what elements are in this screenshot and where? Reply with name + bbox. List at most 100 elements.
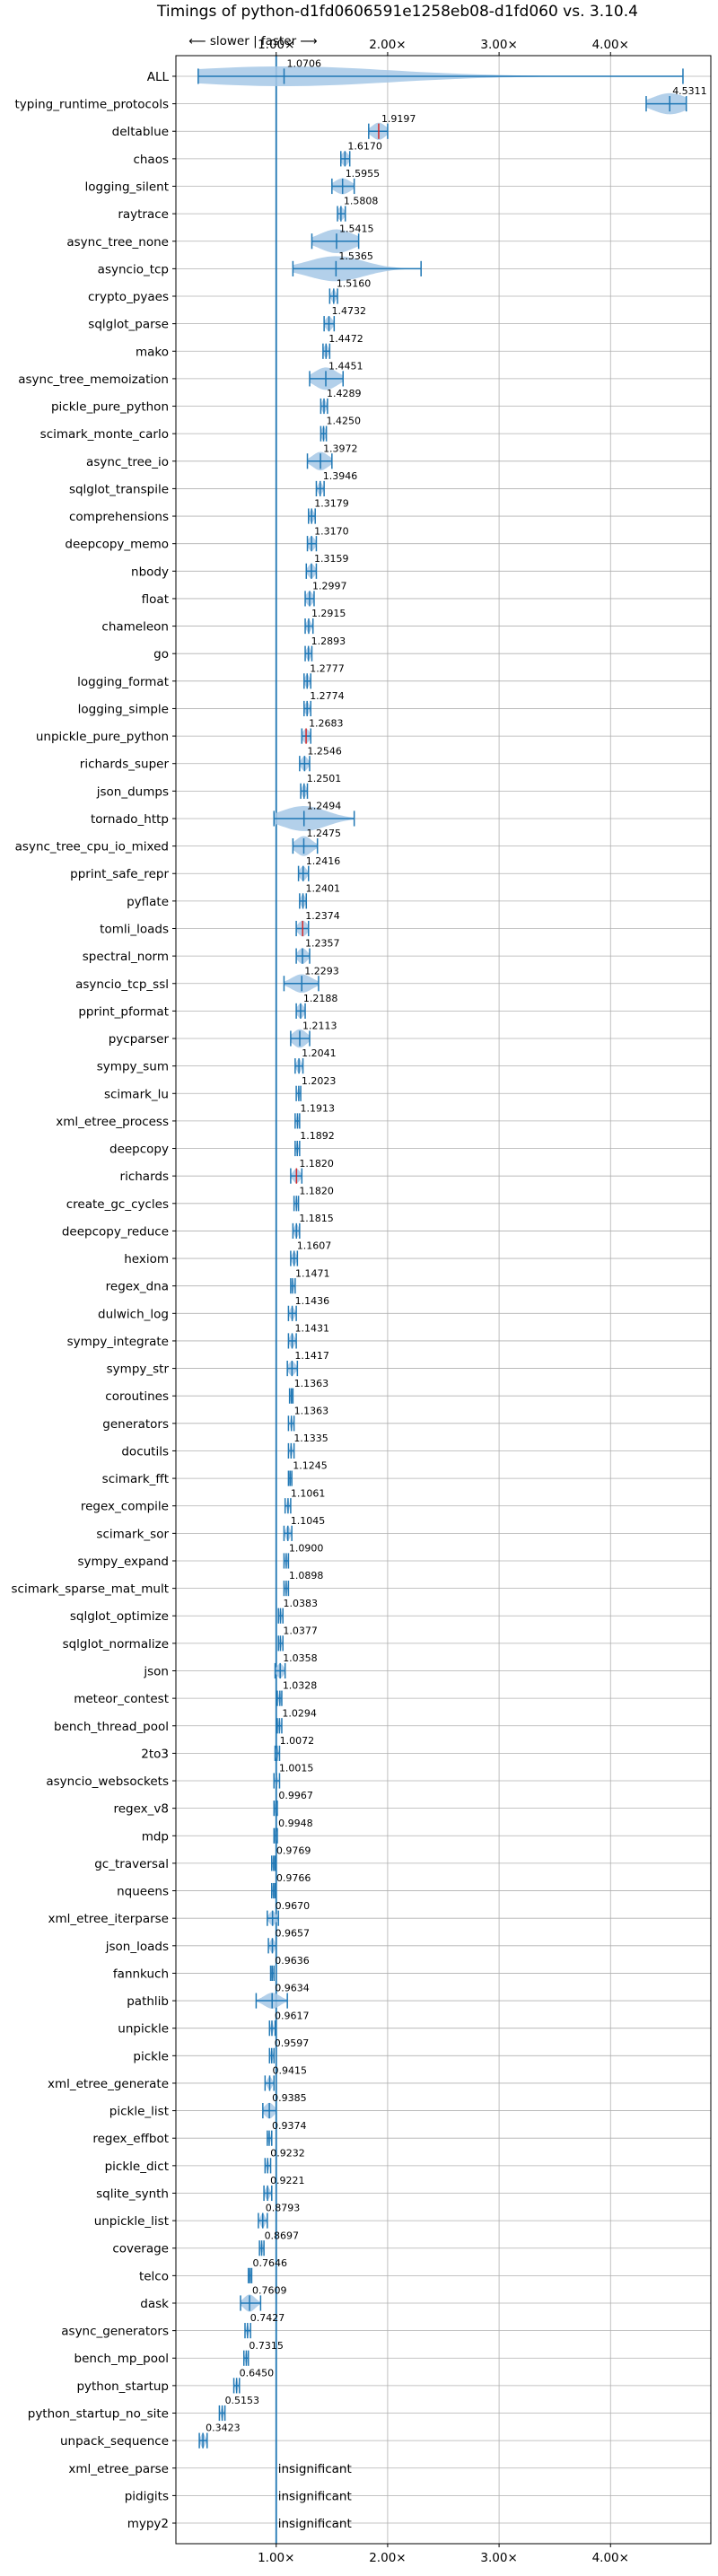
benchmark-label: raytrace bbox=[118, 207, 169, 222]
x-tick-label-top: 2.00× bbox=[369, 38, 406, 52]
value-label: 1.1913 bbox=[301, 1102, 336, 1114]
value-label: 1.2546 bbox=[307, 745, 342, 757]
value-label: 0.9766 bbox=[276, 1872, 311, 1884]
benchmark-label: xml_etree_process bbox=[56, 1115, 169, 1129]
benchmark-label: sympy_expand bbox=[77, 1555, 169, 1569]
value-label: 1.1820 bbox=[299, 1158, 334, 1170]
value-label: 1.0294 bbox=[282, 1707, 317, 1719]
benchmark-label: xml_etree_generate bbox=[48, 2077, 169, 2091]
value-label: 1.2501 bbox=[307, 773, 342, 784]
benchmark-label: chameleon bbox=[101, 620, 169, 635]
value-label: 1.3972 bbox=[323, 442, 358, 454]
x-tick-label-top: 3.00× bbox=[480, 38, 517, 52]
benchmark-label: dulwich_log bbox=[98, 1307, 169, 1321]
value-label: 1.0358 bbox=[283, 1652, 318, 1664]
value-label: 0.8793 bbox=[266, 2203, 301, 2214]
benchmark-label: richards_super bbox=[80, 758, 170, 772]
value-label: 0.9670 bbox=[276, 1900, 311, 1912]
benchmark-label: unpack_sequence bbox=[60, 2434, 169, 2449]
value-label: 1.4732 bbox=[332, 305, 367, 317]
benchmark-label: async_tree_memoization bbox=[18, 372, 169, 387]
benchmark-label: bench_thread_pool bbox=[54, 1720, 169, 1734]
benchmark-label: create_gc_cycles bbox=[66, 1197, 169, 1212]
grid bbox=[176, 56, 711, 2544]
value-label: 1.1431 bbox=[295, 1323, 330, 1335]
benchmark-label: chaos bbox=[133, 153, 169, 167]
value-label: 1.2997 bbox=[312, 581, 347, 592]
x-tick-label-bottom: 2.00× bbox=[369, 2551, 406, 2565]
benchmark-label: asyncio_websockets bbox=[46, 1774, 169, 1789]
benchmark-label: scimark_monte_carlo bbox=[40, 427, 169, 442]
value-label: 0.9232 bbox=[270, 2147, 305, 2159]
benchmark-label: regex_compile bbox=[81, 1500, 169, 1514]
value-label: 1.1820 bbox=[299, 1185, 334, 1196]
value-label: 1.5160 bbox=[337, 278, 372, 290]
value-label: 1.4451 bbox=[328, 360, 363, 372]
benchmark-label: regex_dna bbox=[106, 1280, 169, 1294]
benchmark-label: sympy_str bbox=[107, 1362, 170, 1377]
benchmark-label: xml_etree_parse bbox=[68, 2462, 169, 2476]
value-label: 1.0898 bbox=[289, 1570, 324, 1582]
value-label: 1.2777 bbox=[310, 662, 345, 674]
benchmark-label: pickle_list bbox=[109, 2105, 169, 2119]
value-label: 1.5808 bbox=[344, 196, 379, 207]
value-label: 1.0383 bbox=[284, 1598, 319, 1609]
insignificant-label: insignificant bbox=[278, 2462, 352, 2476]
x-tick-label-top: 1.00× bbox=[258, 38, 294, 52]
benchmark-label: json_loads bbox=[105, 1940, 169, 1954]
benchmark-label: pickle_dict bbox=[105, 2160, 169, 2174]
value-label: 0.9634 bbox=[275, 1983, 310, 1994]
x-tick-label-top: 4.00× bbox=[592, 38, 629, 52]
benchmark-label: tomli_loads bbox=[100, 922, 169, 936]
benchmark-label: scimark_fft bbox=[102, 1472, 169, 1486]
direction-label: ⟵ slower | faster ⟶ bbox=[188, 34, 318, 48]
benchmark-label: unpickle bbox=[118, 2022, 169, 2037]
benchmark-label: deepcopy_memo bbox=[65, 538, 169, 552]
benchmark-label: 2to3 bbox=[141, 1747, 169, 1761]
plot-frame bbox=[175, 55, 712, 2545]
value-label: 1.2416 bbox=[306, 855, 341, 867]
value-label: 1.1892 bbox=[300, 1130, 335, 1142]
benchmark-label: pyflate bbox=[127, 895, 169, 909]
value-label: 1.3159 bbox=[314, 553, 349, 565]
value-label: 1.2113 bbox=[302, 1021, 337, 1032]
value-label: 1.2475 bbox=[306, 828, 341, 839]
benchmark-label: nbody bbox=[131, 565, 169, 579]
value-label: 1.2374 bbox=[305, 910, 340, 922]
x-axis-ticks: 1.00× 1.00× 2.00× 2.00× 3.00× 3.00× 4.00× 4.00× bbox=[172, 38, 629, 2565]
benchmark-label: sqlite_synth bbox=[96, 2186, 169, 2201]
benchmark-label: ALL bbox=[147, 70, 170, 84]
benchmark-label: telco bbox=[139, 2269, 169, 2283]
value-label: 0.9385 bbox=[272, 2092, 307, 2104]
benchmark-label: coverage bbox=[112, 2242, 169, 2256]
value-label: 1.1335 bbox=[293, 1433, 328, 1444]
benchmark-label: sympy_sum bbox=[97, 1060, 169, 1074]
value-label: 0.7646 bbox=[253, 2257, 288, 2269]
value-label: 1.2357 bbox=[305, 938, 340, 950]
value-label: 1.1436 bbox=[295, 1295, 330, 1307]
benchmark-label: float bbox=[142, 592, 169, 607]
value-label: 1.1607 bbox=[297, 1240, 332, 1252]
value-label: 1.1245 bbox=[293, 1460, 328, 1472]
value-label: 1.2774 bbox=[310, 690, 345, 702]
value-label: 1.5955 bbox=[346, 168, 381, 180]
value-label: 1.2023 bbox=[302, 1075, 337, 1087]
value-label: 1.0328 bbox=[283, 1680, 318, 1692]
benchmark-label: typing_runtime_protocols bbox=[15, 98, 170, 112]
benchmark-label: async_generators bbox=[61, 2325, 169, 2339]
benchmark-label: mako bbox=[136, 345, 169, 359]
benchmark-label: deepcopy_reduce bbox=[62, 1224, 169, 1239]
value-label: 1.1061 bbox=[291, 1487, 326, 1499]
x-tick-label-bottom: 4.00× bbox=[592, 2551, 629, 2565]
value-label: 0.9597 bbox=[275, 2037, 310, 2049]
benchmark-label: crypto_pyaes bbox=[88, 290, 169, 304]
x-tick-label-bottom: 1.00× bbox=[258, 2551, 294, 2565]
benchmark-label: meteor_contest bbox=[74, 1692, 169, 1706]
benchmark-label: pprint_pformat bbox=[78, 1004, 169, 1019]
benchmark-label: asyncio_tcp bbox=[98, 262, 169, 276]
value-label: 1.4250 bbox=[327, 416, 362, 427]
benchmark-label: spectral_norm bbox=[83, 950, 169, 964]
value-label: 1.2915 bbox=[311, 608, 346, 619]
benchmark-label: gc_traversal bbox=[94, 1857, 169, 1871]
